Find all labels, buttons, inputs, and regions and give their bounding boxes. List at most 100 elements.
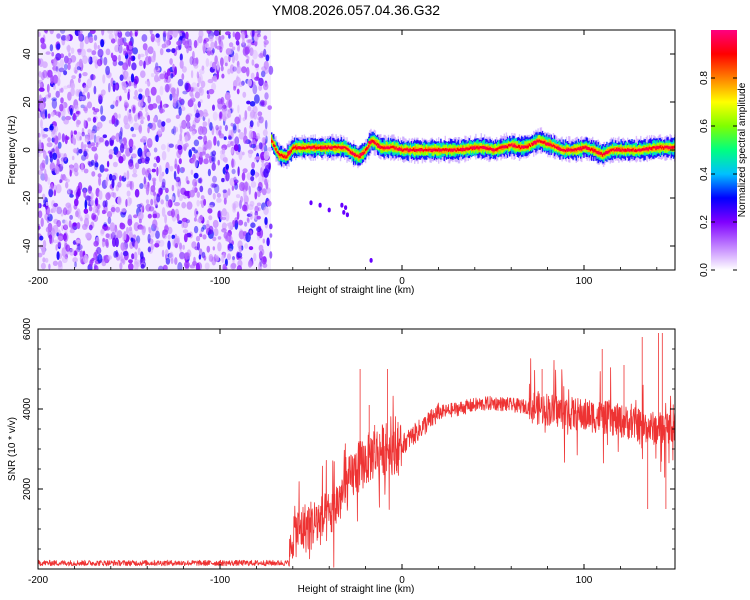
noise-speckle bbox=[100, 228, 105, 235]
noise-speckle bbox=[76, 131, 82, 142]
noise-speckle bbox=[93, 265, 99, 270]
noise-speckle bbox=[260, 70, 266, 78]
noise-speckle bbox=[261, 66, 267, 72]
noise-speckle bbox=[174, 66, 178, 76]
signal-track-cell bbox=[281, 154, 284, 158]
noise-speckle bbox=[155, 33, 160, 38]
signal-track-cell bbox=[334, 146, 336, 151]
noise-speckle bbox=[42, 193, 46, 201]
noise-speckle bbox=[203, 255, 207, 261]
signal-track-cell bbox=[601, 153, 604, 157]
noise-speckle bbox=[128, 109, 132, 113]
noise-speckle bbox=[106, 211, 113, 218]
noise-speckle bbox=[133, 95, 138, 100]
noise-speckle bbox=[111, 115, 116, 125]
noise-speckle bbox=[128, 80, 132, 87]
noise-speckle bbox=[238, 245, 243, 253]
signal-track-cell bbox=[468, 144, 470, 151]
noise-speckle bbox=[88, 186, 93, 192]
signal-track-cell bbox=[272, 141, 274, 146]
noise-speckle bbox=[237, 129, 241, 133]
noise-speckle bbox=[233, 144, 239, 152]
noise-speckle bbox=[110, 204, 116, 215]
noise-speckle bbox=[238, 150, 243, 161]
noise-speckle bbox=[212, 111, 218, 121]
noise-speckle bbox=[202, 224, 207, 230]
noise-speckle bbox=[77, 30, 83, 35]
noise-speckle bbox=[75, 89, 80, 97]
noise-speckle bbox=[157, 119, 163, 128]
colorbar-label: Normalized spectral amplitude bbox=[737, 82, 748, 217]
signal-track-cell bbox=[296, 143, 298, 150]
noise-speckle bbox=[150, 185, 156, 193]
signal-track-cell bbox=[584, 145, 586, 149]
noise-speckle bbox=[91, 212, 96, 221]
noise-speckle bbox=[237, 166, 240, 177]
noise-speckle bbox=[93, 240, 99, 247]
noise-speckle bbox=[196, 82, 200, 88]
noise-speckle bbox=[100, 89, 106, 96]
noise-speckle bbox=[125, 76, 132, 82]
noise-speckle bbox=[69, 169, 72, 177]
noise-speckle bbox=[234, 136, 240, 146]
signal-track-cell bbox=[653, 145, 655, 152]
signal-track-cell bbox=[456, 147, 458, 151]
noise-speckle bbox=[177, 78, 184, 87]
noise-speckle bbox=[83, 84, 89, 93]
noise-speckle bbox=[252, 137, 258, 146]
noise-speckle bbox=[179, 123, 183, 129]
signal-peak bbox=[520, 145, 526, 149]
noise-speckle bbox=[154, 74, 159, 83]
noise-speckle bbox=[250, 72, 255, 80]
noise-speckle bbox=[78, 148, 83, 154]
noise-speckle bbox=[90, 199, 95, 206]
noise-speckle bbox=[165, 194, 169, 202]
snr-panel: -200 -100 0 100 2000 4000 6000 Height of strai… bbox=[7, 317, 676, 595]
noise-speckle bbox=[80, 162, 84, 173]
noise-speckle bbox=[141, 135, 148, 143]
noise-speckle bbox=[179, 125, 183, 135]
noise-speckle bbox=[224, 92, 231, 101]
noise-speckle bbox=[219, 111, 223, 119]
noise-speckle bbox=[75, 191, 80, 200]
noise-speckle bbox=[42, 257, 46, 263]
noise-speckle bbox=[203, 198, 207, 206]
noise-speckle bbox=[38, 169, 43, 176]
noise-speckle bbox=[44, 108, 48, 119]
signal-peak bbox=[604, 150, 610, 154]
noise-speckle bbox=[154, 67, 161, 71]
noise-speckle bbox=[136, 203, 143, 208]
noise-speckle bbox=[102, 200, 107, 208]
signal-track-cell bbox=[428, 148, 430, 152]
noise-speckle bbox=[147, 126, 150, 134]
signal-track-cell bbox=[526, 145, 528, 149]
noise-speckle bbox=[193, 103, 198, 114]
snr-ticks: -200 -100 0 100 2000 4000 6000 bbox=[22, 317, 675, 586]
noise-speckle bbox=[216, 61, 220, 71]
noise-speckle bbox=[47, 113, 51, 119]
noise-speckle bbox=[178, 106, 182, 116]
noise-speckle bbox=[112, 161, 118, 168]
signal-peak bbox=[585, 147, 590, 151]
noise-speckle bbox=[134, 75, 139, 85]
signal-track-cell bbox=[531, 143, 534, 146]
chart-title: YM08.2026.057.04.36.G32 bbox=[272, 2, 440, 18]
noise-speckle bbox=[141, 151, 146, 159]
signal-track-cell bbox=[280, 153, 283, 156]
noise-speckle bbox=[174, 30, 179, 33]
noise-speckle bbox=[69, 229, 75, 234]
signal-track-cell bbox=[613, 147, 616, 152]
noise-speckle bbox=[169, 165, 174, 172]
noise-speckle bbox=[223, 157, 228, 163]
noise-speckle bbox=[101, 209, 106, 215]
signal-track-cell bbox=[394, 147, 396, 150]
noise-speckle bbox=[216, 192, 221, 198]
noise-speckle bbox=[216, 140, 220, 147]
noise-speckle bbox=[46, 83, 50, 93]
signal-track-cell bbox=[454, 148, 456, 151]
noise-speckle bbox=[39, 81, 44, 90]
noise-speckle bbox=[91, 55, 98, 63]
noise-speckle bbox=[203, 158, 209, 165]
noise-speckle bbox=[190, 169, 194, 175]
noise-speckle bbox=[83, 105, 88, 114]
